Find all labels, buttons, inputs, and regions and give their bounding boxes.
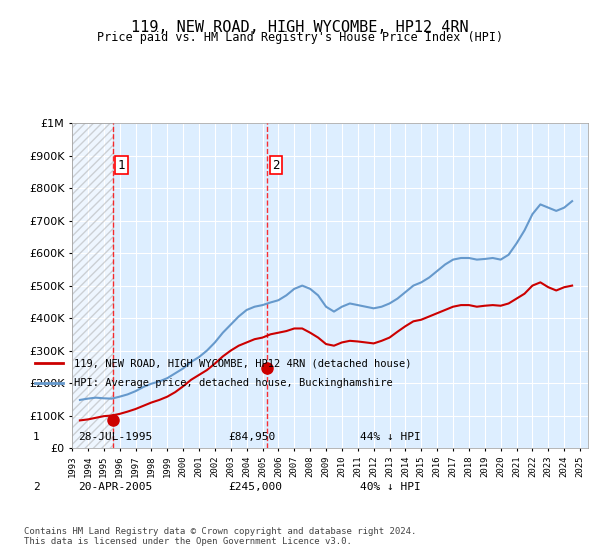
Text: 28-JUL-1995: 28-JUL-1995 bbox=[78, 432, 152, 442]
Bar bbox=[72, 123, 113, 448]
Text: 2: 2 bbox=[32, 482, 40, 492]
Text: HPI: Average price, detached house, Buckinghamshire: HPI: Average price, detached house, Buck… bbox=[74, 378, 392, 388]
Text: 44% ↓ HPI: 44% ↓ HPI bbox=[360, 432, 421, 442]
Text: £84,950: £84,950 bbox=[228, 432, 275, 442]
Text: 119, NEW ROAD, HIGH WYCOMBE, HP12 4RN: 119, NEW ROAD, HIGH WYCOMBE, HP12 4RN bbox=[131, 20, 469, 35]
Text: 20-APR-2005: 20-APR-2005 bbox=[78, 482, 152, 492]
Text: 2: 2 bbox=[272, 159, 280, 172]
Text: 40% ↓ HPI: 40% ↓ HPI bbox=[360, 482, 421, 492]
Text: 1: 1 bbox=[118, 159, 125, 172]
Text: Price paid vs. HM Land Registry's House Price Index (HPI): Price paid vs. HM Land Registry's House … bbox=[97, 31, 503, 44]
Text: Contains HM Land Registry data © Crown copyright and database right 2024.
This d: Contains HM Land Registry data © Crown c… bbox=[24, 526, 416, 546]
Text: 1: 1 bbox=[32, 432, 40, 442]
Text: 119, NEW ROAD, HIGH WYCOMBE, HP12 4RN (detached house): 119, NEW ROAD, HIGH WYCOMBE, HP12 4RN (d… bbox=[74, 358, 411, 368]
Text: £245,000: £245,000 bbox=[228, 482, 282, 492]
